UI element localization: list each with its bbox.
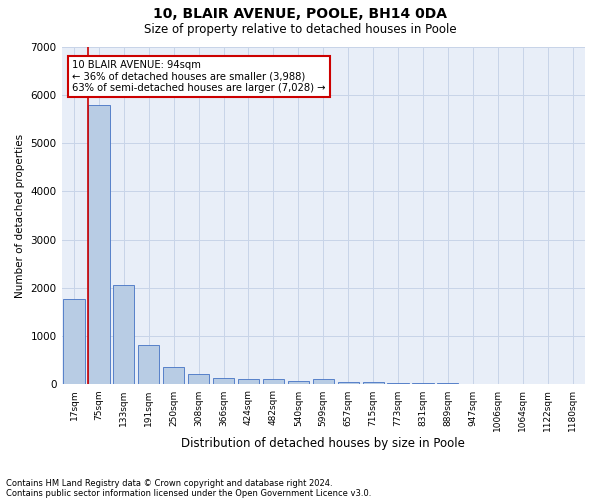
Bar bbox=[113, 285, 134, 384]
Bar bbox=[64, 298, 85, 384]
Bar bbox=[88, 106, 110, 384]
Bar bbox=[288, 381, 309, 384]
Bar bbox=[213, 378, 234, 384]
Bar bbox=[338, 382, 359, 384]
X-axis label: Distribution of detached houses by size in Poole: Distribution of detached houses by size … bbox=[181, 437, 465, 450]
Bar bbox=[263, 379, 284, 384]
Y-axis label: Number of detached properties: Number of detached properties bbox=[15, 134, 25, 298]
Bar bbox=[188, 374, 209, 384]
Text: Contains public sector information licensed under the Open Government Licence v3: Contains public sector information licen… bbox=[6, 488, 371, 498]
Bar bbox=[388, 383, 409, 384]
Text: Size of property relative to detached houses in Poole: Size of property relative to detached ho… bbox=[143, 22, 457, 36]
Text: 10, BLAIR AVENUE, POOLE, BH14 0DA: 10, BLAIR AVENUE, POOLE, BH14 0DA bbox=[153, 8, 447, 22]
Bar bbox=[238, 379, 259, 384]
Text: Contains HM Land Registry data © Crown copyright and database right 2024.: Contains HM Land Registry data © Crown c… bbox=[6, 478, 332, 488]
Bar bbox=[163, 366, 184, 384]
Bar bbox=[138, 345, 160, 385]
Bar bbox=[313, 379, 334, 384]
Text: 10 BLAIR AVENUE: 94sqm
← 36% of detached houses are smaller (3,988)
63% of semi-: 10 BLAIR AVENUE: 94sqm ← 36% of detached… bbox=[72, 60, 326, 93]
Bar bbox=[362, 382, 384, 384]
